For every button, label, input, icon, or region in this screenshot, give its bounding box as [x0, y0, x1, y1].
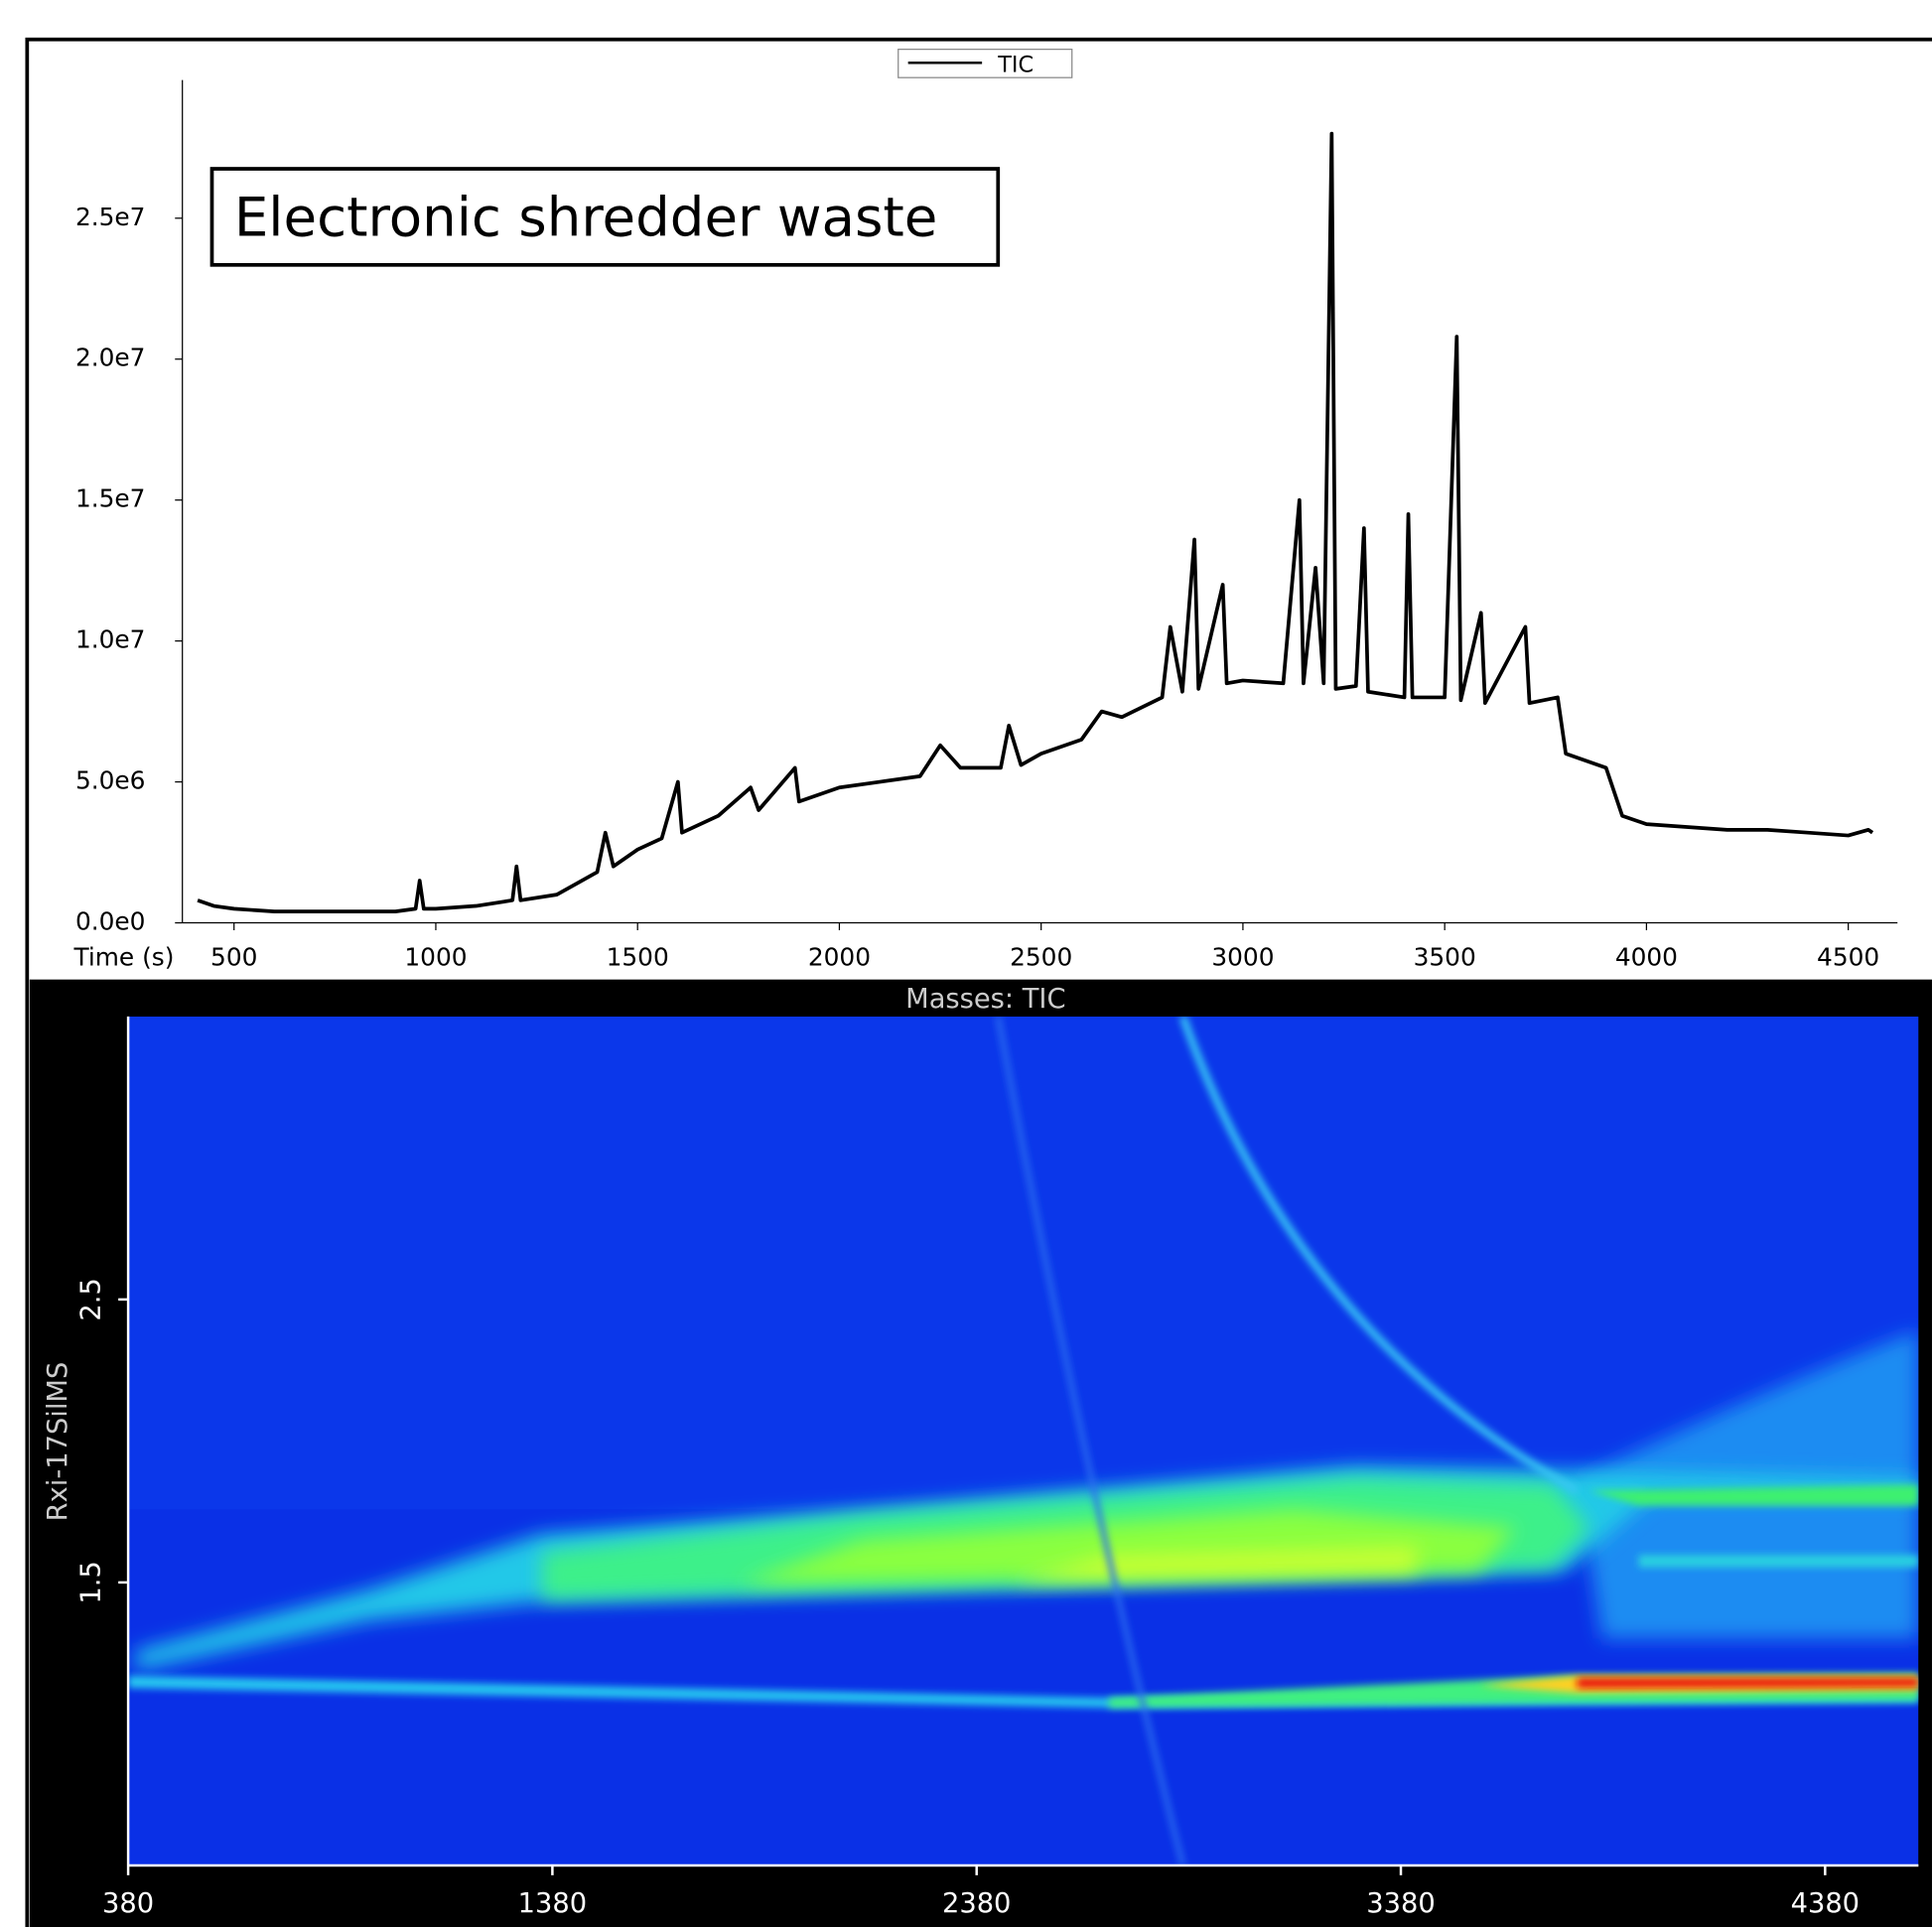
- x-tick-label: 1000: [404, 943, 467, 972]
- x-tick-label: 2500: [1010, 943, 1072, 972]
- heatmap-title: Masses: TIC: [905, 984, 1065, 1015]
- x-tick-label: 1380: [518, 1888, 587, 1919]
- x-tick-label: 500: [210, 943, 257, 972]
- y-tick-label: 5.0e6: [75, 766, 146, 795]
- y-tick-label: 0.0e0: [75, 907, 146, 936]
- x-tick-label: 380: [102, 1888, 154, 1919]
- y-axis-label: Rxi-17SilMS: [43, 1362, 73, 1522]
- x-tick-label: 3500: [1414, 943, 1476, 972]
- frame: [25, 37, 1932, 1927]
- y-tick-label: 2.5: [76, 1278, 107, 1320]
- x-tick-label: 4500: [1817, 943, 1879, 972]
- y-tick-label: 2.0e7: [75, 344, 146, 372]
- x-tick-label: 3380: [1366, 1888, 1435, 1919]
- y-tick-label: 1.0e7: [75, 625, 146, 654]
- x-tick-label: 4000: [1615, 943, 1678, 972]
- y-tick-label: 2.5e7: [75, 203, 146, 231]
- x-tick-label: 3000: [1211, 943, 1274, 972]
- tic-line: [197, 131, 1874, 913]
- annotation: Electronic shredder waste: [234, 185, 938, 248]
- heatmap-image: [128, 1016, 1919, 1865]
- x-tick-label: 1500: [607, 943, 669, 972]
- x-tick-label: 4380: [1791, 1888, 1860, 1919]
- y-tick-label: 1.5: [76, 1561, 107, 1603]
- annotation-box: [209, 167, 1001, 267]
- x-tick-label: 2000: [808, 943, 871, 972]
- x-axis-label: Time (s): [72, 943, 174, 972]
- x-tick-label: 2380: [942, 1888, 1011, 1919]
- y-tick-label: 1.5e7: [75, 484, 146, 513]
- legend-label: TIC: [997, 52, 1034, 77]
